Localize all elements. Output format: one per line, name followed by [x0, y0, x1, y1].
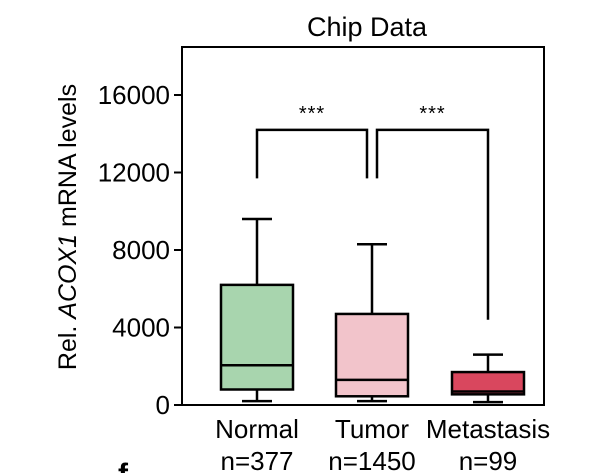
iqr-box: [450, 370, 526, 396]
y-tick-label: 8000: [112, 235, 170, 265]
y-axis: 0 4000 8000 12000 16000: [98, 80, 182, 420]
y-axis-label: Rel. ACOX1 mRNA levels: [54, 84, 82, 370]
x-category-label: Normal: [215, 414, 299, 444]
x-category-n-label: n=377: [220, 446, 293, 473]
x-category-n-label: n=99: [459, 446, 518, 473]
y-tick-label: 12000: [98, 158, 170, 188]
y-tick-label: 4000: [112, 313, 170, 343]
x-category-label: Metastasis: [426, 414, 550, 444]
box-tumor: [334, 242, 410, 403]
significance-bracket: [375, 128, 490, 320]
y-tick-label: 16000: [98, 80, 170, 110]
x-category-n-label: n=1450: [328, 446, 415, 473]
iqr-box: [334, 312, 410, 398]
chart-title: Chip Data: [307, 12, 428, 42]
significance-bracket: [255, 128, 369, 179]
footer-glyph: f: [118, 458, 129, 473]
box-normal: [219, 217, 295, 403]
boxes: [219, 217, 526, 404]
svg-text:Rel. ACOX1 mRNA levels: Rel. ACOX1 mRNA levels: [54, 84, 82, 370]
y-axis-label-suffix: mRNA levels: [54, 84, 82, 234]
significance-label: ***: [299, 103, 325, 125]
box-metastasis: [450, 353, 526, 404]
significance-brackets: *** ***: [255, 103, 490, 320]
y-axis-label-prefix: Rel.: [54, 319, 82, 370]
y-axis-label-gene: ACOX1: [54, 234, 82, 321]
significance-label: ***: [419, 103, 445, 125]
x-category-label: Tumor: [335, 414, 409, 444]
y-tick-label: 0: [156, 390, 170, 420]
iqr-box: [219, 283, 295, 391]
plot-frame: [181, 46, 545, 406]
